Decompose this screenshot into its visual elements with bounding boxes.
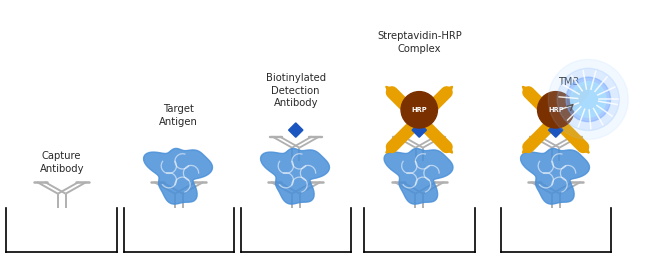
- Ellipse shape: [557, 68, 619, 131]
- Polygon shape: [289, 123, 303, 137]
- Polygon shape: [144, 148, 213, 204]
- Text: HRP: HRP: [411, 107, 427, 113]
- Text: A: A: [552, 115, 559, 124]
- Text: TMB: TMB: [558, 77, 579, 87]
- Ellipse shape: [538, 92, 574, 128]
- Polygon shape: [521, 148, 590, 204]
- Text: Capture
Antibody: Capture Antibody: [40, 151, 84, 174]
- Text: Streptavidin-HRP
Complex: Streptavidin-HRP Complex: [377, 31, 462, 54]
- Polygon shape: [549, 123, 563, 137]
- Ellipse shape: [548, 59, 629, 139]
- Text: A: A: [416, 115, 422, 124]
- Text: HRP: HRP: [548, 107, 564, 113]
- Text: Biotinylated
Detection
Antibody: Biotinylated Detection Antibody: [266, 73, 326, 108]
- Ellipse shape: [401, 92, 437, 128]
- Polygon shape: [412, 123, 426, 137]
- Ellipse shape: [571, 82, 606, 117]
- Text: Target
Antigen: Target Antigen: [159, 104, 198, 127]
- Ellipse shape: [566, 77, 610, 122]
- Polygon shape: [384, 148, 453, 204]
- Polygon shape: [261, 148, 330, 204]
